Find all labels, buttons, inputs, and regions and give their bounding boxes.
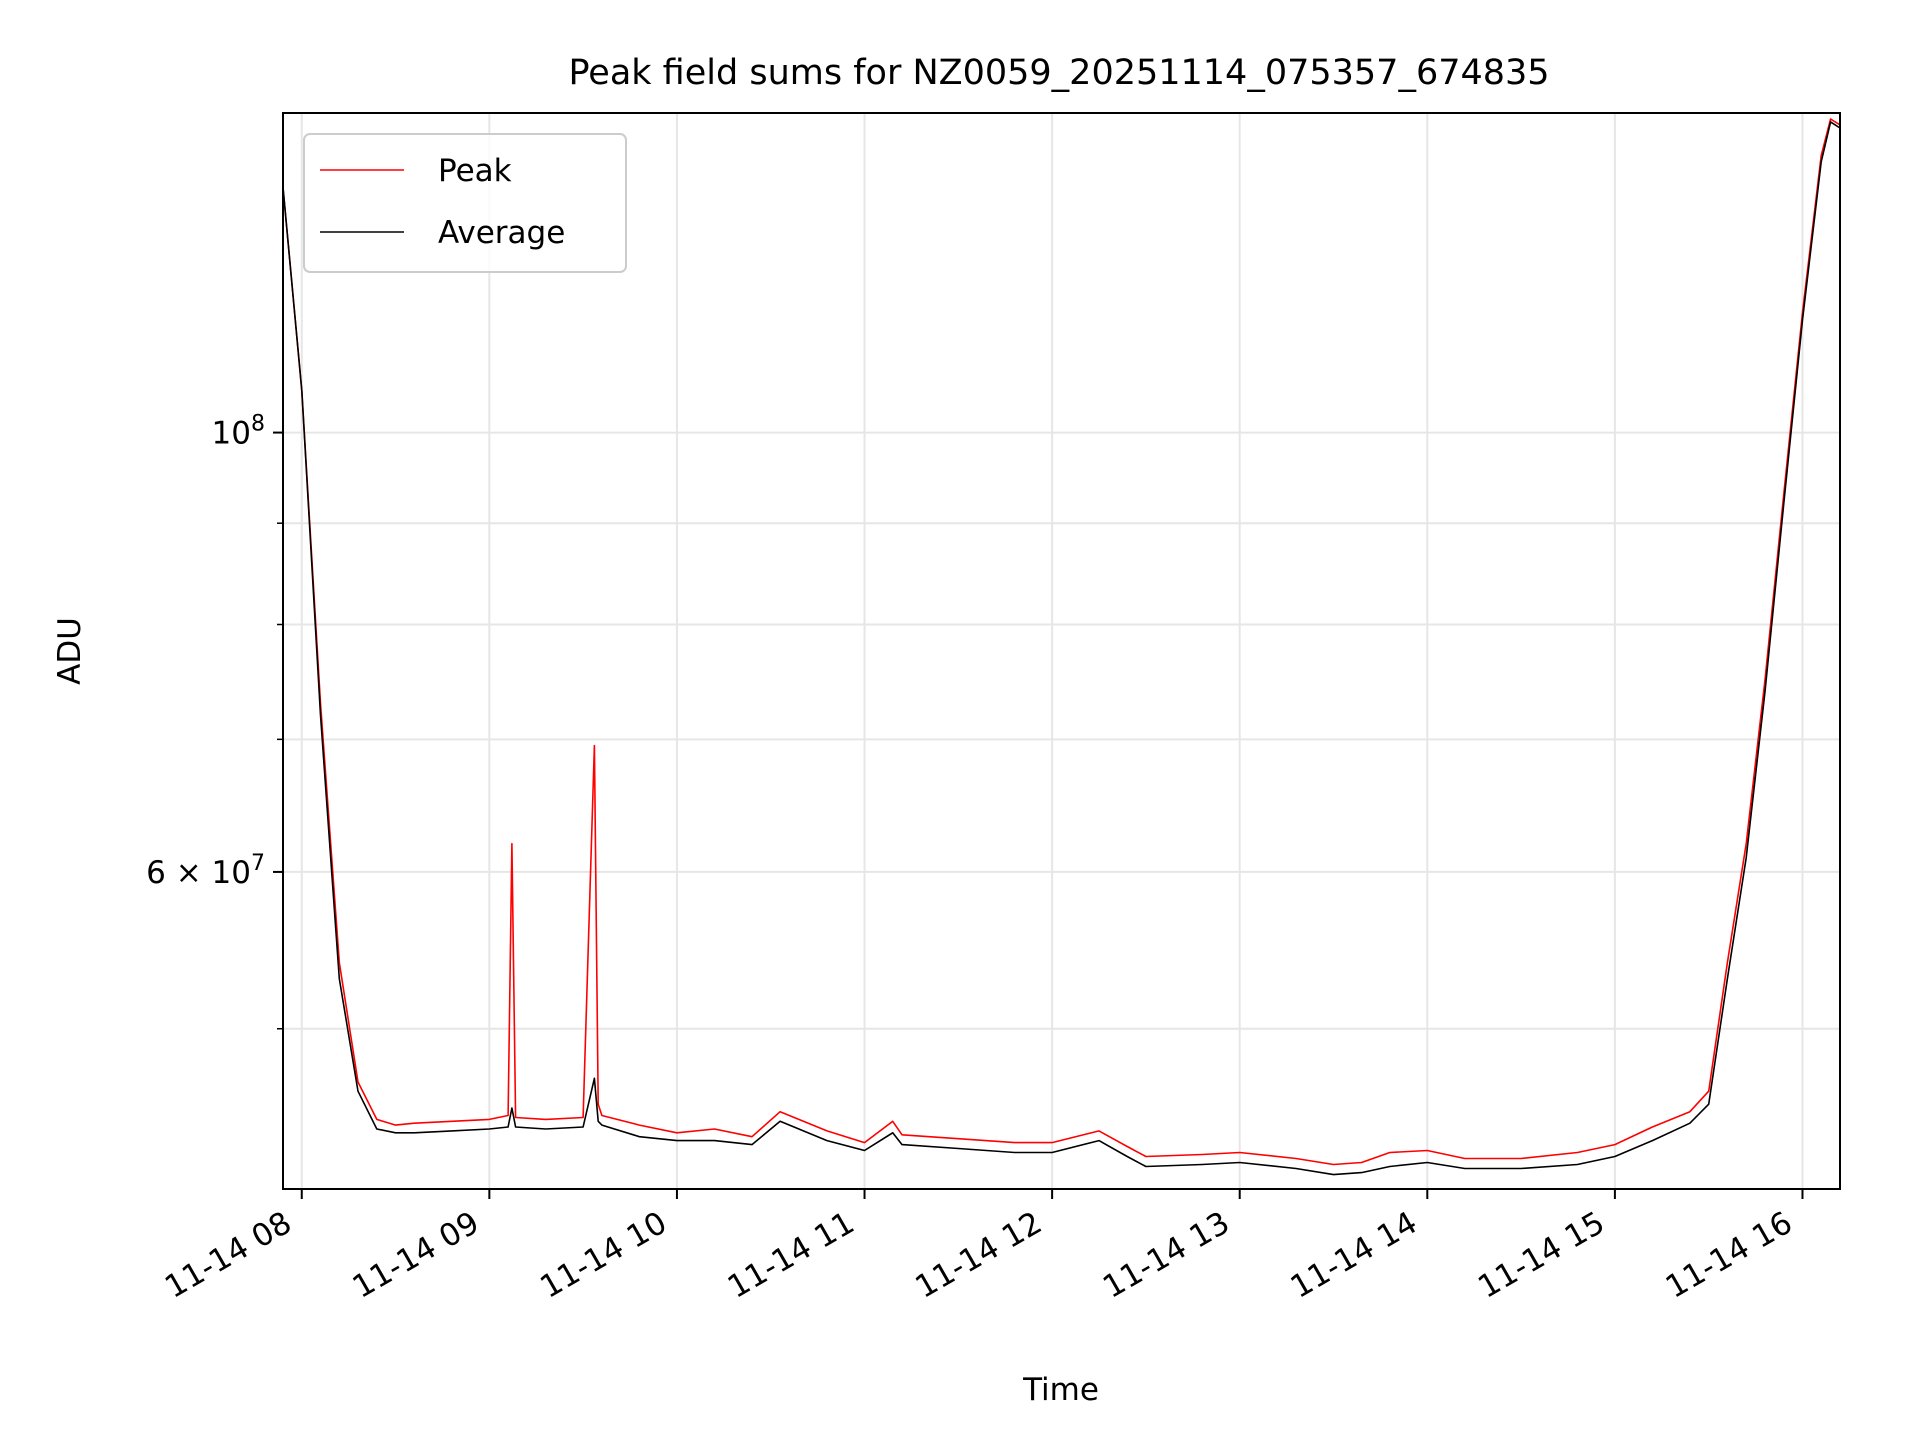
y-tick-label: 6 × 107	[146, 851, 265, 891]
y-axis-label: ADU	[52, 617, 88, 685]
series-line-peak	[282, 118, 1841, 1166]
legend-peak-label: Peak	[438, 153, 512, 189]
y-tick-label: 108	[212, 412, 265, 452]
legend-average-label: Average	[438, 215, 565, 251]
x-axis-label: Time	[1022, 1372, 1099, 1408]
series-line-average	[282, 121, 1841, 1176]
series-layer	[282, 118, 1841, 1176]
chart-title: Peak field sums for NZ0059_20251114_0753…	[568, 53, 1549, 93]
legend-box	[303, 133, 627, 273]
legend: Peak Average	[303, 133, 627, 273]
grid-layer	[283, 113, 1840, 1189]
plot-frame	[282, 112, 1841, 1190]
